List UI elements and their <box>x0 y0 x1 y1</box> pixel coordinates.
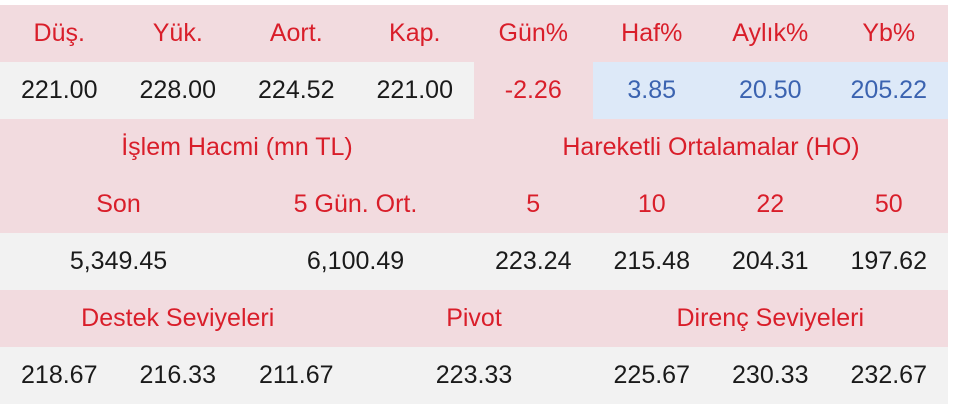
resistance-1: 225.67 <box>592 347 711 404</box>
section-title-row: İşlem Hacmi (mn TL) Hareketli Ortalamala… <box>0 119 948 176</box>
value-daily-change: -2.26 <box>474 62 593 119</box>
resistance-2: 230.33 <box>711 347 830 404</box>
ma-5: 223.24 <box>474 233 593 290</box>
value-high: 228.00 <box>118 62 237 119</box>
ma-header-50: 50 <box>829 176 948 233</box>
price-header-row: Düş. Yük. Aort. Kap. Gün% Haf% Aylık% Yb… <box>0 5 948 62</box>
levels-value-row: 218.67 216.33 211.67 223.33 225.67 230.3… <box>0 347 948 404</box>
volume-header-last: Son <box>0 176 237 233</box>
ma-header-22: 22 <box>711 176 830 233</box>
volume-header-5day-avg: 5 Gün. Ort. <box>237 176 474 233</box>
value-monthly-change: 20.50 <box>711 62 830 119</box>
support-3: 211.67 <box>237 347 356 404</box>
moving-averages-title: Hareketli Ortalamalar (HO) <box>474 119 948 176</box>
header-close: Kap. <box>355 5 474 62</box>
volume-5day-avg: 6,100.49 <box>237 233 474 290</box>
pivot-title: Pivot <box>355 290 593 347</box>
ma-50: 197.62 <box>829 233 948 290</box>
resistance-title: Direnç Seviyeleri <box>592 290 948 347</box>
header-daily-change: Gün% <box>474 5 593 62</box>
header-average: Aort. <box>237 5 356 62</box>
value-ytd-change: 205.22 <box>829 62 948 119</box>
pivot-value: 223.33 <box>355 347 593 404</box>
value-average: 224.52 <box>237 62 356 119</box>
header-high: Yük. <box>118 5 237 62</box>
header-weekly-change: Haf% <box>592 5 711 62</box>
header-low: Düş. <box>0 5 119 62</box>
volume-title: İşlem Hacmi (mn TL) <box>0 119 474 176</box>
sub-header-row: Son 5 Gün. Ort. 5 10 22 50 <box>0 176 948 233</box>
support-2: 216.33 <box>118 347 237 404</box>
support-title: Destek Seviyeleri <box>0 290 356 347</box>
ma-header-5: 5 <box>474 176 593 233</box>
ma-header-10: 10 <box>592 176 711 233</box>
header-ytd-change: Yb% <box>829 5 948 62</box>
value-low: 221.00 <box>0 62 119 119</box>
support-1: 218.67 <box>0 347 119 404</box>
stock-summary-table: Düş. Yük. Aort. Kap. Gün% Haf% Aylık% Yb… <box>0 5 948 404</box>
value-weekly-change: 3.85 <box>592 62 711 119</box>
value-close: 221.00 <box>355 62 474 119</box>
resistance-3: 232.67 <box>829 347 948 404</box>
levels-header-row: Destek Seviyeleri Pivot Direnç Seviyeler… <box>0 290 948 347</box>
header-monthly-change: Aylık% <box>711 5 830 62</box>
price-value-row: 221.00 228.00 224.52 221.00 -2.26 3.85 2… <box>0 62 948 119</box>
volume-last: 5,349.45 <box>0 233 237 290</box>
ma-10: 215.48 <box>592 233 711 290</box>
sub-value-row: 5,349.45 6,100.49 223.24 215.48 204.31 1… <box>0 233 948 290</box>
ma-22: 204.31 <box>711 233 830 290</box>
